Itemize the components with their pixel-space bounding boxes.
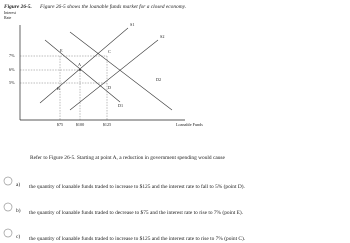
supply-curve xyxy=(39,27,129,104)
point xyxy=(79,69,81,71)
option-letter: b) xyxy=(16,207,21,214)
figure: Figure 26-5. Figure 26-5 shows the loana… xyxy=(4,3,203,127)
y-tick: 5% xyxy=(9,80,15,85)
y-label: Interest Rate xyxy=(4,11,16,20)
question: Refer to Figure 26-5. Starting at point … xyxy=(3,154,245,242)
caption: Figure 26-5 shows the loanable funds mar… xyxy=(39,3,186,10)
y-label-box: Interest Rate xyxy=(4,11,16,20)
curve-label: S2 xyxy=(160,34,164,39)
option-text[interactable]: the quantity of loanable funds traded to… xyxy=(29,183,245,190)
option-text[interactable]: the quantity of loanable funds traded to… xyxy=(29,209,243,216)
option-text[interactable]: the quantity of loanable funds traded to… xyxy=(29,235,245,242)
option-letter: a) xyxy=(16,181,20,188)
question-text: Refer to Figure 26-5. Starting at point … xyxy=(30,154,226,161)
curve-label: D2 xyxy=(156,77,161,82)
supply-curve xyxy=(69,39,159,111)
x-tick: $100 xyxy=(76,122,84,127)
demand-curve xyxy=(44,39,121,103)
radio-button[interactable] xyxy=(3,176,13,186)
point-label: E xyxy=(60,48,63,53)
point-label: C xyxy=(108,49,111,54)
point-label: A xyxy=(78,62,81,67)
option-letter: c) xyxy=(16,233,20,240)
x-tick: $125 xyxy=(103,122,111,127)
x-label: Loanable Funds xyxy=(176,122,203,127)
y-tick: 6% xyxy=(9,67,15,72)
x-tick: $75 xyxy=(57,122,63,127)
curve-label: D1 xyxy=(118,103,123,108)
radio-button[interactable] xyxy=(3,202,13,212)
y-tick: 7% xyxy=(9,53,15,58)
caption-label: Figure 26-5. xyxy=(4,4,32,10)
point-label: B xyxy=(57,86,60,91)
radio-button[interactable] xyxy=(3,228,13,238)
demand-curve xyxy=(69,31,173,111)
point-label: D xyxy=(108,85,111,90)
curve-label: S1 xyxy=(130,22,134,27)
